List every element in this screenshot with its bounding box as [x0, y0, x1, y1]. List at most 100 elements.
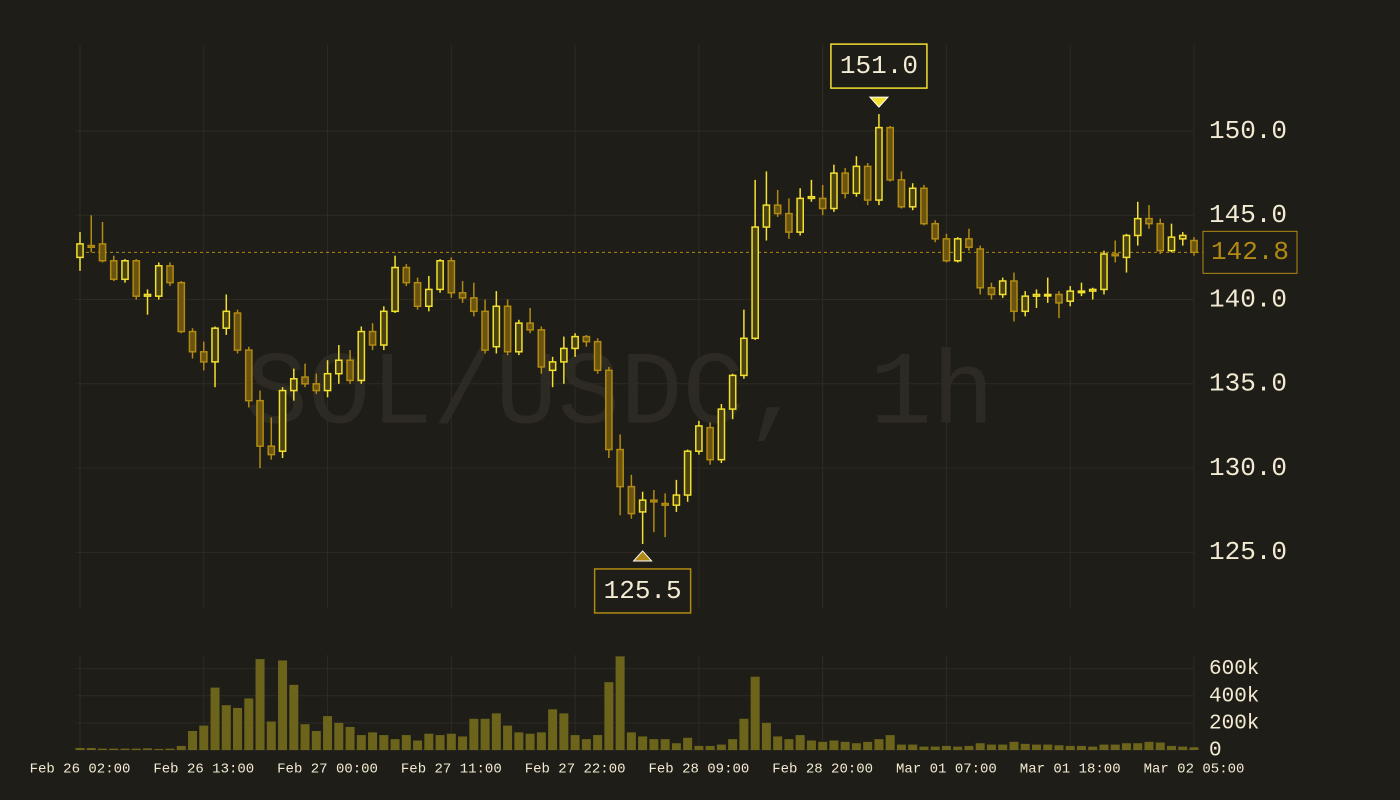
volume-bar — [75, 747, 85, 750]
volume-bar — [165, 748, 175, 750]
candle-body — [627, 485, 636, 515]
candle-body — [334, 359, 343, 375]
volume-bar — [941, 745, 951, 750]
candle-body — [1077, 290, 1086, 294]
volume-bar — [1020, 743, 1030, 750]
volume-bar — [424, 733, 434, 750]
candle-body — [492, 305, 501, 348]
volume-bar — [379, 735, 389, 750]
candle-body — [942, 238, 951, 262]
candle-body — [548, 361, 557, 372]
candle-body — [1156, 222, 1165, 252]
candle-body — [1167, 236, 1176, 252]
volume-bar — [1189, 747, 1199, 750]
volume-bar — [131, 748, 141, 750]
y-tick-label: 125.0 — [1209, 537, 1287, 567]
candle-body — [346, 359, 354, 382]
volume-bar — [593, 735, 603, 750]
min-box — [593, 568, 692, 614]
volume-tick-label: 600k — [1209, 658, 1259, 681]
candle-body — [807, 195, 816, 200]
volume-bar — [368, 732, 378, 750]
volume-bar — [401, 735, 411, 750]
x-tick-label: Feb 28 09:00 — [648, 762, 749, 778]
volume-bar — [638, 736, 648, 750]
volume-bar — [469, 718, 479, 750]
volume-bar — [919, 746, 929, 750]
volume-bar — [896, 744, 906, 750]
candle-body — [76, 243, 84, 259]
candle-body — [886, 126, 895, 181]
volume-bar — [1009, 741, 1019, 750]
candle-body — [222, 310, 231, 329]
candle-body — [143, 293, 152, 297]
candle-body — [436, 260, 444, 291]
candle-body — [244, 349, 253, 402]
volume-bar — [784, 739, 794, 750]
volume-bar — [143, 748, 153, 750]
candle-body — [650, 499, 658, 503]
candle-body — [368, 330, 377, 346]
volume-bar — [964, 745, 974, 750]
candle-body — [391, 266, 399, 313]
candle-body — [1100, 253, 1108, 291]
last-price-box — [1202, 230, 1298, 274]
candle-body — [1010, 280, 1018, 313]
candle-body — [908, 187, 917, 208]
volume-bar — [885, 735, 895, 750]
candle-body — [379, 310, 388, 346]
candle-body — [301, 376, 309, 385]
volume-bar — [525, 733, 535, 750]
candle-body — [1122, 234, 1131, 259]
volume-bar — [390, 739, 400, 750]
candle-body — [503, 305, 512, 353]
volume-bar — [356, 735, 366, 750]
volume-bar — [446, 733, 456, 750]
volume-bar — [345, 726, 355, 750]
x-tick-label: Feb 28 20:00 — [772, 762, 873, 778]
volume-bar — [615, 656, 625, 750]
volume-bar — [244, 698, 254, 750]
candle-body — [278, 389, 287, 452]
candle-body — [841, 172, 850, 195]
volume-bar — [649, 739, 659, 750]
candle-body — [211, 327, 219, 363]
candle-body — [87, 244, 96, 249]
volume-bar — [829, 740, 839, 750]
volume-bar — [626, 732, 636, 750]
candle-body — [323, 372, 332, 392]
min-marker — [632, 550, 653, 562]
candle-body — [773, 204, 782, 215]
x-tick-label: Feb 26 02:00 — [30, 762, 131, 778]
volume-bar — [570, 735, 580, 750]
y-tick-label: 150.0 — [1209, 116, 1287, 146]
volume-bar — [773, 736, 783, 750]
volume-bar — [221, 705, 231, 750]
volume-bar — [1121, 743, 1131, 750]
volume-bar — [210, 687, 220, 750]
volume-bar — [176, 745, 186, 750]
candle-body — [852, 165, 861, 195]
y-tick-label: 130.0 — [1209, 453, 1287, 483]
candle-body — [424, 288, 433, 308]
candle-body — [312, 383, 321, 392]
candle-body — [515, 322, 523, 353]
volume-bar — [671, 743, 681, 750]
volume-bar — [1178, 746, 1188, 750]
max-label: 151.0 — [840, 51, 918, 81]
candle-body — [402, 266, 411, 284]
candle-body — [672, 494, 681, 506]
volume-bar — [795, 735, 805, 750]
candle-body — [582, 335, 591, 343]
candle-body — [683, 450, 692, 496]
volume-tick-label: 0 — [1209, 740, 1222, 763]
volume-bar — [503, 725, 513, 750]
x-tick-label: Mar 01 18:00 — [1020, 762, 1121, 778]
candle-body — [413, 281, 422, 308]
x-tick-label: Mar 01 07:00 — [896, 762, 997, 778]
volume-bar — [536, 732, 546, 750]
candle-body — [1178, 234, 1187, 240]
